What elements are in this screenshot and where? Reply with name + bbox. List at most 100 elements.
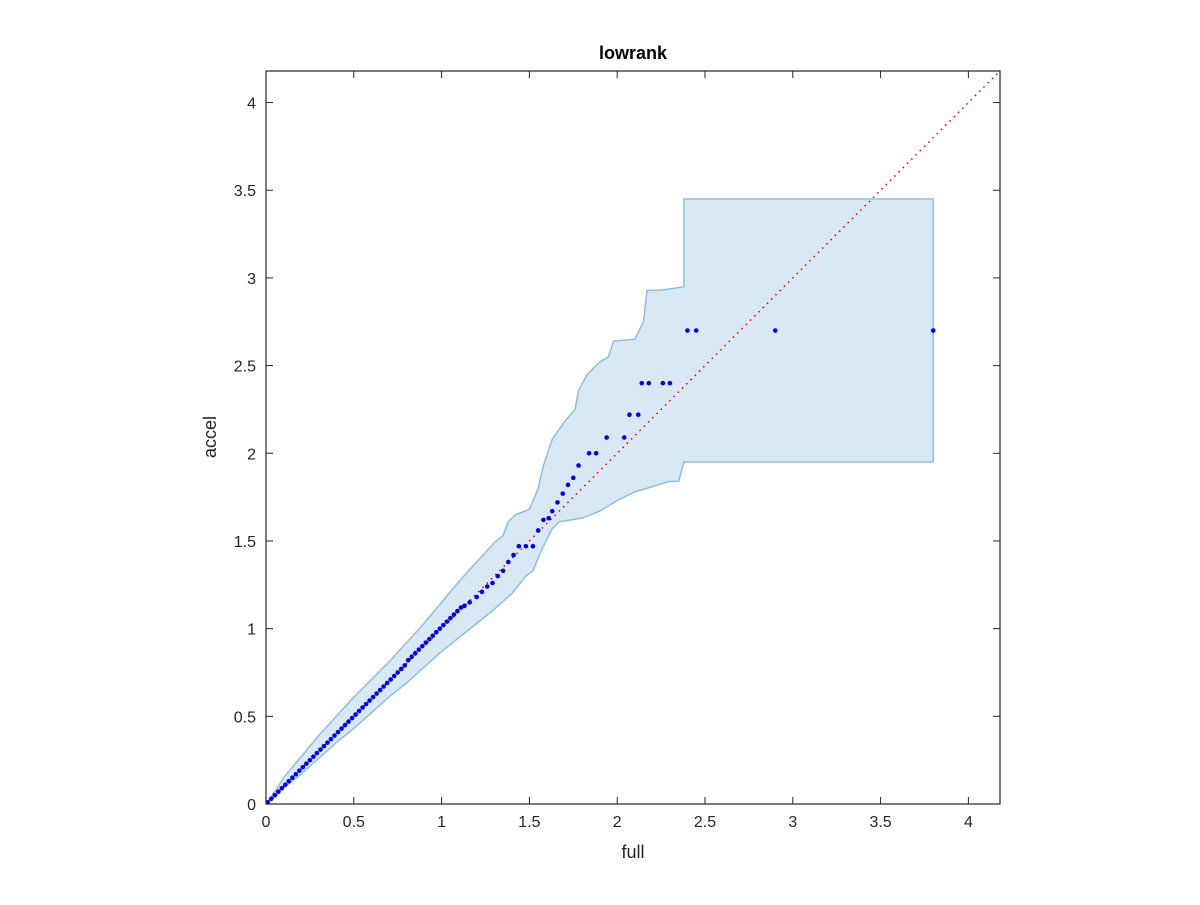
axes-box: [265, 70, 1001, 805]
data-point: [685, 328, 690, 333]
data-point: [307, 757, 313, 763]
data-point: [516, 543, 522, 549]
data-point: [374, 691, 379, 696]
reference-line: [265, 70, 1001, 805]
data-point: [353, 712, 358, 717]
band-upper-edge: [265, 198, 934, 805]
data-point: [479, 589, 485, 595]
x-ticks: 0 0.5 1 1.5 2 2.5 3 3.5 4: [262, 71, 973, 831]
data-point: [627, 412, 632, 418]
data-point: [283, 782, 288, 788]
data-point: [360, 705, 365, 710]
data-point: [293, 771, 299, 777]
data-point: [555, 500, 560, 505]
data-point: [419, 643, 425, 649]
data-point: [349, 715, 355, 721]
data-point: [332, 733, 337, 738]
data-point: [279, 785, 285, 791]
data-point: [405, 657, 411, 663]
data-point: [409, 654, 415, 659]
x-tick-label: 1: [437, 814, 446, 831]
data-point: [546, 515, 552, 521]
data-point: [693, 328, 699, 333]
x-tick-label: 2: [613, 814, 622, 831]
x-tick-label: 3: [788, 814, 797, 831]
data-point: [384, 680, 390, 686]
y-tick-label: 4: [247, 96, 256, 113]
data-point: [430, 633, 436, 638]
data-point: [275, 789, 281, 795]
data-point: [635, 412, 641, 418]
data-point: [339, 726, 344, 731]
data-point: [930, 328, 936, 333]
x-tick-label: 2.5: [694, 814, 716, 831]
data-point: [311, 754, 316, 759]
x-tick-label: 0: [262, 814, 271, 831]
data-point: [586, 450, 592, 456]
data-point: [377, 687, 383, 693]
confidence-band: [265, 198, 935, 805]
data-point: [511, 552, 516, 558]
data-point: [565, 482, 571, 488]
data-point: [434, 629, 439, 635]
data-point: [363, 701, 369, 707]
y-tick-label: 3: [247, 271, 256, 288]
data-point: [667, 380, 673, 386]
data-point: [342, 722, 348, 728]
data-point: [455, 608, 460, 614]
data-point: [318, 747, 323, 752]
data-point: [297, 768, 302, 773]
data-point: [328, 736, 334, 742]
data-point: [495, 573, 501, 579]
data-point: [423, 640, 429, 645]
y-tick-label: 3.5: [234, 183, 256, 200]
y-tick-label: 2.5: [234, 359, 256, 376]
x-tick-label: 0.5: [343, 814, 365, 831]
data-point: [593, 450, 599, 456]
data-point: [541, 517, 546, 523]
y-ticks: 0 0.5 1 1.5 2 2.5 3 3.5 4: [234, 96, 1000, 814]
y-tick-label: 1: [247, 622, 256, 639]
data-point: [484, 584, 490, 589]
axes: [265, 70, 1001, 805]
x-tick-label: 1.5: [518, 814, 540, 831]
data-point: [646, 380, 652, 386]
data-point: [325, 740, 330, 745]
data-point: [444, 619, 450, 624]
data-point: [437, 626, 443, 631]
y-tick-label: 0.5: [234, 709, 256, 726]
data-point: [523, 543, 529, 549]
data-point: [300, 764, 306, 770]
data-point: [265, 799, 271, 805]
data-point: [448, 615, 453, 621]
data-point: [772, 328, 778, 333]
data-point: [451, 612, 457, 617]
data-point: [530, 543, 536, 549]
band-lower-edge: [265, 461, 934, 805]
data-point: [381, 684, 386, 689]
data-point: [286, 778, 292, 784]
data-point: [467, 600, 472, 605]
data-point: [388, 677, 393, 682]
data-point: [304, 761, 309, 766]
data-point: [314, 750, 320, 756]
data-point: [660, 380, 666, 386]
data-point: [549, 508, 555, 514]
chart-title: lowrank: [599, 43, 668, 63]
data-point: [604, 435, 609, 440]
data-point: [370, 694, 376, 700]
y-tick-label: 1.5: [234, 534, 256, 551]
reference-line-group: [265, 70, 1001, 805]
data-point: [500, 568, 506, 574]
data-point: [367, 698, 372, 703]
data-point: [560, 491, 566, 496]
y-axis-label: accel: [200, 416, 220, 458]
data-point: [458, 605, 464, 610]
data-point: [621, 435, 627, 440]
data-point: [535, 528, 541, 533]
data-point: [639, 380, 645, 386]
data-point: [356, 708, 362, 714]
x-axis-label: full: [621, 842, 644, 862]
